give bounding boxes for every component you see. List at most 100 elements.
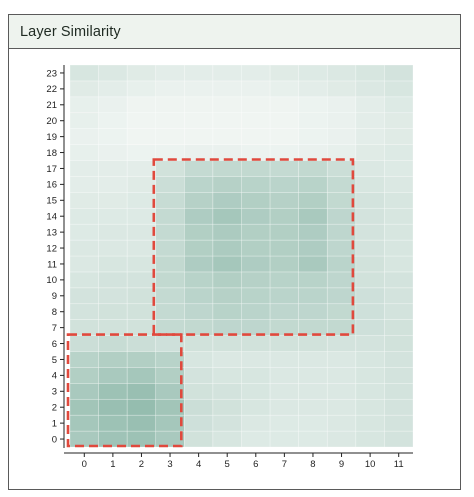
heatmap-cell	[326, 128, 357, 145]
heatmap-cell	[212, 128, 242, 145]
heatmap-cell	[355, 223, 385, 241]
heatmap-cell	[126, 96, 157, 114]
heatmap-cell	[384, 367, 414, 384]
heatmap-cell	[326, 383, 357, 400]
heatmap-cell	[241, 207, 271, 225]
heatmap-cell	[298, 398, 328, 416]
heatmap-cell	[98, 430, 128, 448]
heatmap-cell	[298, 176, 328, 193]
heatmap-cell	[384, 144, 414, 161]
heatmap-cell	[126, 112, 157, 129]
heatmap-cell	[98, 128, 128, 145]
heatmap-cell	[155, 271, 185, 289]
heatmap-cell	[241, 128, 271, 145]
heatmap-cell	[155, 96, 185, 114]
heatmap-cell	[184, 351, 214, 368]
heatmap-cell	[212, 271, 242, 289]
heatmap-cell	[212, 367, 242, 384]
heatmap-cell	[212, 383, 242, 400]
heatmap-cell	[298, 239, 328, 257]
heatmap-cell	[355, 319, 385, 336]
heatmap-cell	[155, 239, 185, 257]
heatmap-cell	[298, 144, 328, 161]
heatmap-cell	[126, 319, 157, 336]
heatmap-cell	[212, 351, 242, 368]
heatmap-cell	[98, 96, 128, 114]
heatmap-cell	[241, 144, 271, 161]
y-tick-label: 13	[46, 227, 57, 238]
heatmap-cell	[326, 207, 357, 225]
heatmap-cell	[384, 287, 414, 305]
heatmap-cell	[384, 383, 414, 400]
heatmap-cell	[69, 271, 99, 289]
heatmap-cell	[184, 367, 214, 384]
heatmap-cell	[126, 223, 157, 241]
x-tick-label: 0	[82, 459, 87, 470]
heatmap-cell	[269, 64, 299, 82]
heatmap-cell	[184, 335, 214, 352]
heatmap-cell	[98, 303, 128, 320]
heatmap-cell	[269, 319, 299, 336]
heatmap-cell	[184, 398, 214, 416]
heatmap-cell	[326, 223, 357, 241]
heatmap-cell	[298, 80, 328, 98]
heatmap-cell	[241, 319, 271, 336]
heatmap-cell	[269, 287, 299, 305]
heatmap-cell	[155, 319, 185, 336]
y-tick-label: 9	[52, 291, 57, 302]
heatmap-cell	[355, 351, 385, 368]
y-tick-label: 5	[52, 355, 57, 366]
heatmap-cell	[326, 160, 357, 177]
heatmap-cell	[384, 335, 414, 352]
heatmap-cell	[241, 160, 271, 177]
heatmap-cell	[212, 398, 242, 416]
heatmap-cell	[355, 207, 385, 225]
heatmap-cell	[126, 414, 157, 432]
heatmap-cell	[212, 335, 242, 352]
heatmap-cell	[384, 351, 414, 368]
heatmap-cell	[184, 319, 214, 336]
heatmap-cell	[384, 96, 414, 114]
heatmap-cell	[126, 80, 157, 98]
heatmap-cell	[98, 192, 128, 209]
heatmap-cell	[69, 192, 99, 209]
heatmap-cell	[212, 414, 242, 432]
x-tick-label: 5	[225, 459, 230, 470]
heatmap-cell	[269, 160, 299, 177]
heatmap-cell	[326, 239, 357, 257]
heatmap-cell	[355, 128, 385, 145]
heatmap-cell	[126, 176, 157, 193]
heatmap-cell	[269, 255, 299, 273]
heatmap-cell	[298, 128, 328, 145]
heatmap-cell	[326, 144, 357, 161]
heatmap-cell	[298, 207, 328, 225]
heatmap-cell	[355, 112, 385, 129]
heatmap-cell	[355, 414, 385, 432]
heatmap-cell	[212, 64, 242, 82]
heatmap-cell	[241, 430, 271, 448]
heatmap-cell	[155, 192, 185, 209]
heatmap-cell	[184, 192, 214, 209]
heatmap-cell	[69, 255, 99, 273]
heatmap-cell	[98, 207, 128, 225]
y-tick-label: 20	[46, 116, 57, 127]
heatmap-cell	[326, 271, 357, 289]
x-tick-label: 7	[282, 459, 287, 470]
x-tick-label: 3	[167, 459, 172, 470]
heatmap-cell	[184, 96, 214, 114]
heatmap-cell	[326, 192, 357, 209]
heatmap-cell	[155, 207, 185, 225]
heatmap-cell	[269, 351, 299, 368]
highlight-box	[152, 158, 355, 336]
heatmap-cell	[98, 223, 128, 241]
panel-header: Layer Similarity	[9, 15, 460, 49]
heatmap-cell	[355, 160, 385, 177]
heatmap-cell	[184, 271, 214, 289]
heatmap-cell	[269, 223, 299, 241]
heatmap-cell	[69, 351, 99, 368]
heatmap-cell	[384, 319, 414, 336]
heatmap-cell	[269, 207, 299, 225]
heatmap-cell	[98, 64, 128, 82]
heatmap-cell	[184, 64, 214, 82]
